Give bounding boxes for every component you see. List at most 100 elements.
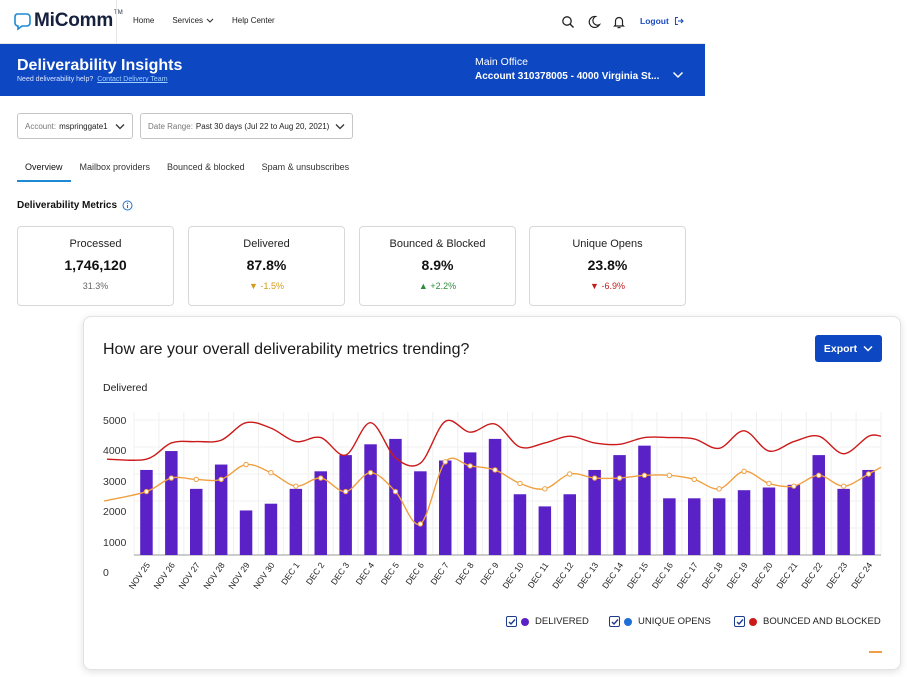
line-bounced-blocked xyxy=(106,419,882,467)
export-button[interactable]: Export xyxy=(815,335,882,362)
point-unique-opens xyxy=(492,467,498,473)
bar-delivered xyxy=(638,445,651,555)
metric-value: 8.9% xyxy=(421,257,454,273)
bar-delivered xyxy=(812,455,825,555)
x-tick-label: DEC 24 xyxy=(849,560,874,590)
x-tick-label: DEC 2 xyxy=(304,560,327,586)
x-tick-label: DEC 1 xyxy=(279,560,302,586)
tab-overview[interactable]: Overview xyxy=(17,162,71,182)
x-tick-label: DEC 9 xyxy=(478,560,501,586)
bar-delivered xyxy=(563,494,576,555)
bar-delivered xyxy=(439,460,452,555)
bar-delivered xyxy=(613,455,626,555)
metric-value: 23.8% xyxy=(587,257,628,273)
point-unique-opens xyxy=(816,472,822,479)
legend-swatch xyxy=(749,617,757,626)
point-unique-opens xyxy=(268,469,274,476)
y-tick-label: 4000 xyxy=(103,445,127,457)
bar-delivered xyxy=(737,490,751,555)
point-unique-opens xyxy=(791,483,797,489)
y-tick-label: 1000 xyxy=(103,537,127,549)
bell-icon[interactable] xyxy=(612,15,626,29)
bar-delivered xyxy=(339,455,352,555)
nav-divider xyxy=(116,0,117,44)
metric-label: Unique Opens xyxy=(572,238,643,250)
metric-change: ▼ -6.9% xyxy=(530,281,685,291)
bar-delivered xyxy=(289,488,303,555)
bar-delivered xyxy=(314,471,327,555)
nav-home[interactable]: Home xyxy=(133,16,155,25)
account-select[interactable]: Account: mspringgate1 xyxy=(17,113,133,139)
bar-delivered xyxy=(264,503,278,555)
micomm-logo[interactable]: MiComm TM xyxy=(14,10,123,32)
chat-bubble-icon xyxy=(14,11,32,31)
orange-dash-marker xyxy=(869,651,882,653)
point-unique-opens xyxy=(243,461,249,468)
chevron-down-icon[interactable] xyxy=(672,66,684,84)
metric-label: Bounced & Blocked xyxy=(389,238,486,250)
point-unique-opens xyxy=(442,459,448,465)
chart-subtitle: Delivered xyxy=(103,382,148,394)
office-account[interactable]: Account 310378005 - 4000 Virginia St... xyxy=(475,71,660,82)
x-tick-label: NOV 30 xyxy=(251,560,277,591)
point-unique-opens xyxy=(840,483,847,489)
x-tick-label: NOV 28 xyxy=(201,560,227,591)
point-unique-opens xyxy=(193,476,199,483)
point-unique-opens xyxy=(865,471,872,477)
legend-label: DELIVERED xyxy=(535,616,589,627)
info-icon[interactable] xyxy=(122,200,133,211)
bar-delivered xyxy=(463,452,477,555)
legend-item-unique-opens[interactable]: UNIQUE OPENS xyxy=(609,616,711,627)
bar-delivered xyxy=(513,494,527,555)
x-tick-label: DEC 23 xyxy=(824,560,849,590)
point-unique-opens xyxy=(168,475,175,481)
moon-icon[interactable] xyxy=(587,15,602,29)
metrics-heading-label: Deliverability Metrics xyxy=(17,200,118,211)
x-tick-label: DEC 18 xyxy=(700,560,725,590)
bar-delivered xyxy=(214,464,228,555)
date-range-label: Date Range: xyxy=(148,121,193,131)
bar-delivered xyxy=(588,469,601,555)
tab-mailbox-providers[interactable]: Mailbox providers xyxy=(79,162,151,172)
logout-label: Logout xyxy=(640,16,669,26)
checkbox-icon[interactable] xyxy=(506,616,517,627)
metric-change: 31.3% xyxy=(82,281,109,291)
metric-value: 1,746,120 xyxy=(64,257,127,273)
x-tick-label: NOV 26 xyxy=(151,560,177,591)
logout-button[interactable]: Logout xyxy=(640,16,684,26)
metric-card-unique-opens: Unique Opens 23.8% ▼ -6.9% xyxy=(529,226,686,306)
x-tick-label: DEC 16 xyxy=(650,560,675,590)
legend-item-delivered[interactable]: DELIVERED xyxy=(506,616,589,627)
checkbox-icon[interactable] xyxy=(609,616,620,627)
bar-delivered xyxy=(364,444,377,555)
export-label: Export xyxy=(823,342,858,355)
office-label: Main Office xyxy=(475,56,528,68)
metric-change: ▼ -1.5% xyxy=(189,281,344,291)
arrow-down-icon: ▼ xyxy=(249,281,258,291)
nav-services[interactable]: Services xyxy=(172,16,214,25)
legend-item-bounced-blocked[interactable]: BOUNCED AND BLOCKED xyxy=(734,616,881,627)
bar-delivered xyxy=(190,488,203,555)
tab-bounced-blocked[interactable]: Bounced & blocked xyxy=(167,162,245,172)
legend-swatch xyxy=(521,617,529,626)
x-tick-label: DEC 12 xyxy=(550,560,575,590)
x-tick-label: DEC 15 xyxy=(625,560,650,590)
search-icon[interactable] xyxy=(561,15,575,29)
point-unique-opens xyxy=(367,469,374,476)
metric-change-value: -1.5% xyxy=(260,281,284,291)
point-unique-opens xyxy=(741,468,747,475)
arrow-up-icon: ▲ xyxy=(418,281,428,291)
point-unique-opens xyxy=(691,476,697,483)
point-unique-opens xyxy=(517,480,523,487)
nav-help-center[interactable]: Help Center xyxy=(232,16,275,25)
bar-delivered xyxy=(488,438,502,555)
point-unique-opens xyxy=(467,463,473,469)
point-unique-opens xyxy=(392,488,399,495)
arrow-down-icon: ▼ xyxy=(590,281,599,291)
legend-label: BOUNCED AND BLOCKED xyxy=(763,616,881,627)
metric-label: Processed xyxy=(69,238,122,250)
tab-spam-unsubscribes[interactable]: Spam & unsubscribes xyxy=(261,162,350,172)
contact-delivery-team-link[interactable]: Contact Delivery Team xyxy=(97,76,168,83)
checkbox-icon[interactable] xyxy=(734,616,745,627)
date-range-select[interactable]: Date Range: Past 30 days (Jul 22 to Aug … xyxy=(140,113,353,139)
